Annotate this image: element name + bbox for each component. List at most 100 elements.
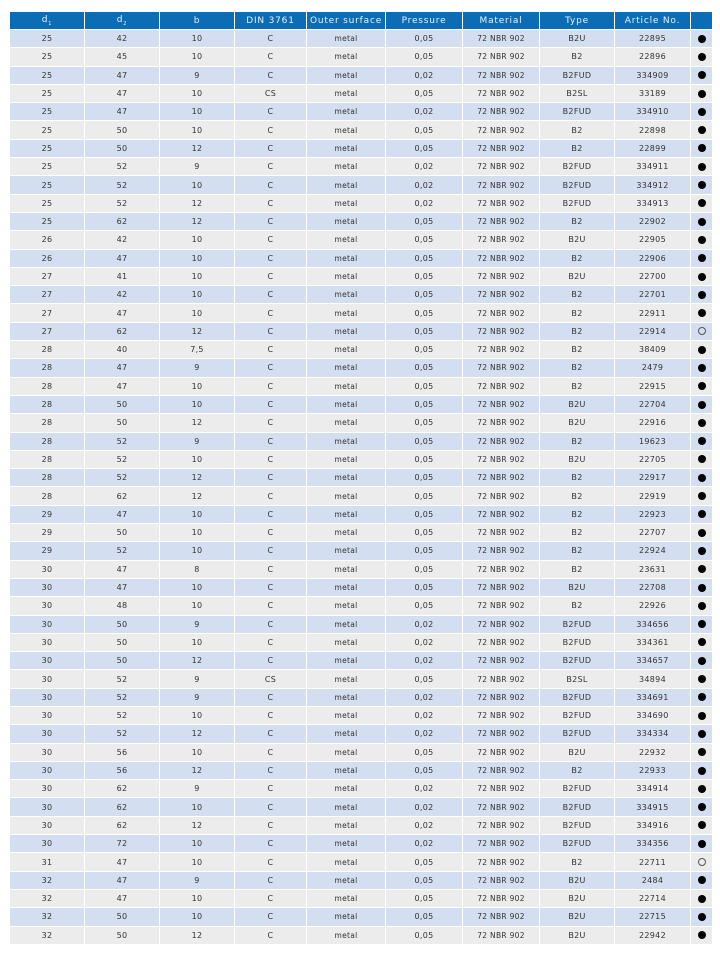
cell-pressure: 0,02	[385, 815, 463, 836]
cell-d1: 30	[9, 577, 85, 598]
cell-d1: 32	[9, 888, 85, 909]
cell-d2: 47	[84, 303, 160, 323]
filled-circle-icon	[697, 290, 706, 299]
cell-type: B2	[539, 340, 615, 360]
cell-din-3761: C	[234, 687, 307, 707]
cell-d1: 30	[9, 687, 85, 707]
cell-d1: 28	[9, 394, 85, 415]
cell-pressure: 0,05	[385, 742, 463, 762]
cell-material: 72 NBR 902	[462, 157, 540, 177]
cell-b: 7,5	[159, 340, 235, 360]
cell-d2: 47	[84, 504, 160, 525]
filled-circle-icon	[697, 400, 706, 409]
filled-circle-icon	[697, 565, 706, 574]
cell-article-no: 22915	[614, 376, 691, 396]
cell-availability	[690, 577, 713, 598]
cell-availability	[690, 120, 713, 140]
cell-din-3761: C	[234, 394, 307, 415]
cell-outer-surface: metal	[306, 303, 386, 323]
header-pressure: Pressure	[385, 11, 463, 30]
cell-outer-surface: metal	[306, 266, 386, 287]
cell-din-3761: C	[234, 431, 307, 451]
cell-material: 72 NBR 902	[462, 303, 540, 323]
cell-availability	[690, 925, 713, 945]
cell-b: 10	[159, 230, 235, 250]
cell-article-no: 34894	[614, 669, 691, 689]
cell-article-no: 334916	[614, 815, 691, 836]
header-availability	[690, 11, 713, 30]
cell-din-3761: C	[234, 577, 307, 598]
header-d2: d2	[84, 11, 160, 30]
cell-type: B2	[539, 138, 615, 159]
cell-b: 9	[159, 779, 235, 799]
cell-b: 12	[159, 925, 235, 945]
cell-pressure: 0,02	[385, 65, 463, 85]
filled-circle-icon	[697, 931, 706, 940]
cell-article-no: 334690	[614, 705, 691, 726]
cell-d1: 25	[9, 157, 85, 177]
cell-d2: 42	[84, 285, 160, 305]
cell-availability	[690, 211, 713, 232]
cell-article-no: 22895	[614, 28, 691, 49]
filled-circle-icon	[697, 656, 706, 665]
filled-circle-icon	[697, 620, 706, 629]
cell-b: 10	[159, 449, 235, 470]
header-material: Material	[462, 11, 540, 30]
cell-din-3761: C	[234, 449, 307, 470]
cell-d2: 50	[84, 651, 160, 671]
cell-pressure: 0,05	[385, 541, 463, 561]
cell-d1: 30	[9, 596, 85, 616]
cell-type: B2	[539, 541, 615, 561]
cell-pressure: 0,05	[385, 266, 463, 287]
cell-pressure: 0,05	[385, 577, 463, 598]
cell-d2: 50	[84, 632, 160, 653]
cell-d1: 32	[9, 870, 85, 890]
cell-d1: 28	[9, 376, 85, 396]
cell-d2: 52	[84, 449, 160, 470]
cell-availability	[690, 596, 713, 616]
cell-type: B2U	[539, 925, 615, 945]
cell-d1: 25	[9, 193, 85, 213]
filled-circle-icon	[697, 144, 706, 153]
cell-availability	[690, 852, 713, 872]
cell-availability	[690, 394, 713, 415]
cell-din-3761: C	[234, 321, 307, 342]
cell-availability	[690, 834, 713, 854]
cell-availability	[690, 468, 713, 488]
cell-type: B2	[539, 559, 615, 579]
cell-material: 72 NBR 902	[462, 541, 540, 561]
cell-availability	[690, 28, 713, 49]
cell-b: 10	[159, 102, 235, 122]
cell-type: B2FUD	[539, 193, 615, 213]
cell-outer-surface: metal	[306, 596, 386, 616]
cell-din-3761: C	[234, 870, 307, 890]
filled-circle-icon	[697, 52, 706, 61]
cell-outer-surface: metal	[306, 797, 386, 817]
cell-availability	[690, 175, 713, 195]
cell-material: 72 NBR 902	[462, 596, 540, 616]
cell-d1: 25	[9, 211, 85, 232]
cell-din-3761: C	[234, 285, 307, 305]
cell-d1: 28	[9, 413, 85, 433]
filled-circle-icon	[697, 492, 706, 501]
cell-din-3761: C	[234, 468, 307, 488]
filled-circle-icon	[697, 583, 706, 592]
cell-pressure: 0,02	[385, 102, 463, 122]
cell-outer-surface: metal	[306, 724, 386, 744]
cell-d2: 52	[84, 431, 160, 451]
cell-b: 12	[159, 193, 235, 213]
cell-availability	[690, 102, 713, 122]
cell-availability	[690, 285, 713, 305]
cell-d2: 50	[84, 394, 160, 415]
cell-availability	[690, 138, 713, 159]
cell-availability	[690, 303, 713, 323]
filled-circle-icon	[697, 309, 706, 318]
cell-d1: 29	[9, 541, 85, 561]
